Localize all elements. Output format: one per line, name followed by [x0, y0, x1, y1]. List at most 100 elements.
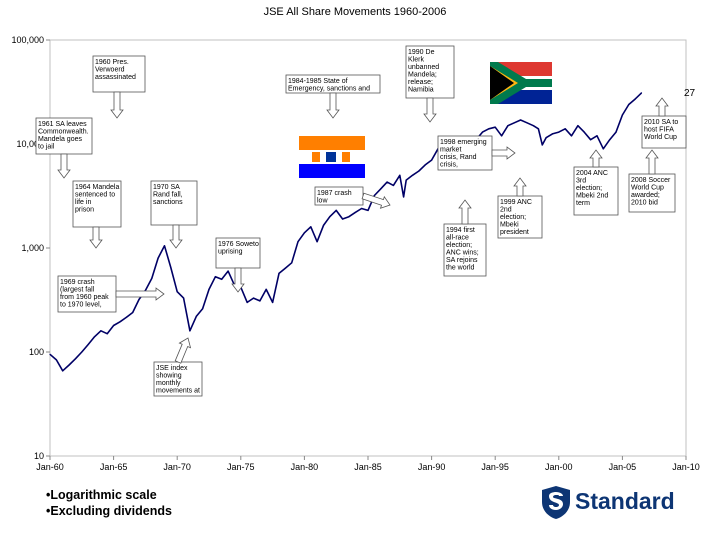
callout-box	[92, 55, 146, 93]
data-point	[596, 135, 598, 137]
data-point	[183, 297, 185, 299]
logo-text: Standard	[575, 488, 675, 514]
data-point	[106, 333, 108, 335]
annotation-callout: 2004 ANC 3rd election; Mbeki 2nd term	[573, 149, 619, 216]
annotation-text: 1960 Pres. Verwoerd assassinated	[95, 59, 136, 81]
data-point	[291, 262, 293, 264]
callout-arrow	[326, 92, 340, 119]
annotation-text: 1994 first all-race election; ANC wins; SA r…	[446, 227, 479, 272]
callouts: 1960 Pres. Verwoerd assassinated 1961 SA le…	[35, 45, 687, 397]
annotation-text: 1990 De Klerk unbanned Mandela; release; Nami…	[408, 49, 439, 94]
data-point	[424, 164, 426, 166]
annotation-text: 1964 Mandela sentenced to life in prison	[75, 184, 119, 214]
y-tick-label: 100,000	[11, 35, 44, 45]
data-point	[403, 196, 405, 198]
data-point	[507, 125, 509, 127]
callout-box	[443, 223, 487, 277]
data-point	[488, 128, 490, 130]
data-point	[259, 300, 261, 302]
data-point	[151, 277, 153, 279]
data-point	[49, 353, 51, 355]
callout-box	[150, 180, 198, 226]
data-point	[316, 241, 318, 243]
data-point	[348, 216, 350, 218]
data-point	[278, 272, 280, 274]
data-point	[272, 301, 274, 303]
callout-arrow	[655, 97, 669, 117]
x-axis: Jan-60 Jan-65 Jan-70 Jan-75 Jan-80 Jan-85 Jan-…	[36, 456, 700, 472]
x-tick-label: Jan-60	[36, 462, 64, 472]
callout-box	[573, 166, 619, 216]
data-point	[537, 128, 540, 130]
note-dividends: •Excluding dividends	[46, 504, 172, 518]
annotation-callout: 2010 SA to host FIFA World Cup	[641, 97, 687, 149]
annotation-callout: 1998 emerging market crisis, Rand crisis,	[437, 135, 516, 171]
data-point	[214, 276, 216, 278]
data-point	[361, 207, 363, 210]
data-point	[68, 364, 70, 366]
data-point	[513, 122, 515, 124]
data-point	[615, 131, 617, 133]
data-point	[494, 126, 496, 128]
data-point	[284, 267, 286, 269]
annotation-text: 1987 crash low	[317, 190, 352, 205]
annotation-callout: 1990 De Klerk unbanned Mandela; release; Nami…	[405, 45, 455, 123]
data-point	[367, 209, 369, 211]
callout-arrow	[174, 337, 192, 364]
data-point	[55, 359, 58, 361]
x-tick-label: Jan-75	[227, 462, 255, 472]
data-point	[297, 241, 299, 243]
old-south-africa-flag-icon	[299, 136, 365, 178]
callout-arrow	[110, 91, 124, 119]
data-point	[551, 133, 554, 135]
x-tick-label: Jan-65	[100, 462, 128, 472]
data-point	[100, 330, 102, 332]
y-tick-label: 1,000	[21, 243, 44, 253]
annotation-text: 2010 SA to host FIFA World Cup	[644, 119, 678, 141]
y-axis: 100,000 10,000 1,000 100 10	[11, 35, 50, 461]
x-tick-label: Jan-85	[354, 462, 382, 472]
callout-box	[628, 173, 676, 213]
annotation-text: 2008 Soccer World Cup awarded; 2010 bid	[631, 177, 671, 207]
chart-title: JSE All Share Movements 1960-2006	[264, 6, 447, 18]
data-point	[132, 311, 134, 314]
callout-box	[215, 237, 261, 269]
annotation-callout: 1969 crash (largest fall from 1960 peak to …	[57, 275, 165, 313]
notes: •Logarithmic scale •Excluding dividends	[46, 487, 172, 519]
data-point	[418, 170, 420, 172]
data-point	[532, 125, 535, 127]
note-log-scale: •Logarithmic scale	[46, 488, 157, 502]
data-point	[501, 135, 503, 137]
data-point	[322, 224, 325, 226]
annotation-text: 1999 ANC 2nd election; Mbeki president	[500, 199, 532, 236]
data-point	[163, 245, 166, 247]
data-point	[87, 343, 89, 346]
x-tick-label: Jan-05	[609, 462, 637, 472]
data-point	[520, 119, 522, 121]
south-africa-flag-icon	[490, 62, 552, 104]
data-point	[621, 114, 624, 116]
annotation-callout: JSE index showing monthly movements at	[153, 337, 203, 397]
data-point	[246, 301, 248, 303]
data-point	[202, 308, 204, 310]
data-point	[62, 370, 64, 372]
data-point	[252, 297, 255, 299]
data-point	[583, 131, 585, 133]
data-point	[93, 336, 96, 338]
callout-box	[497, 195, 543, 239]
data-point	[590, 139, 592, 141]
callout-box	[641, 115, 687, 149]
data-point	[342, 218, 344, 220]
callout-arrow	[115, 287, 165, 301]
data-point	[545, 137, 547, 139]
data-point	[526, 122, 528, 124]
annotation-text: 1970 SA Rand fall, sanctions	[153, 184, 183, 206]
page-number: 27	[684, 88, 696, 99]
callout-box	[405, 45, 455, 99]
annotation-callout: 1976 Soweto uprising	[215, 237, 261, 293]
x-tick-label: Jan-95	[481, 462, 509, 472]
annotation-text: 1961 SA leaves Commonwealth. Mandela goes t…	[38, 121, 89, 151]
y-tick-label: 100	[29, 347, 44, 357]
standard-bank-shield-icon	[542, 486, 570, 519]
